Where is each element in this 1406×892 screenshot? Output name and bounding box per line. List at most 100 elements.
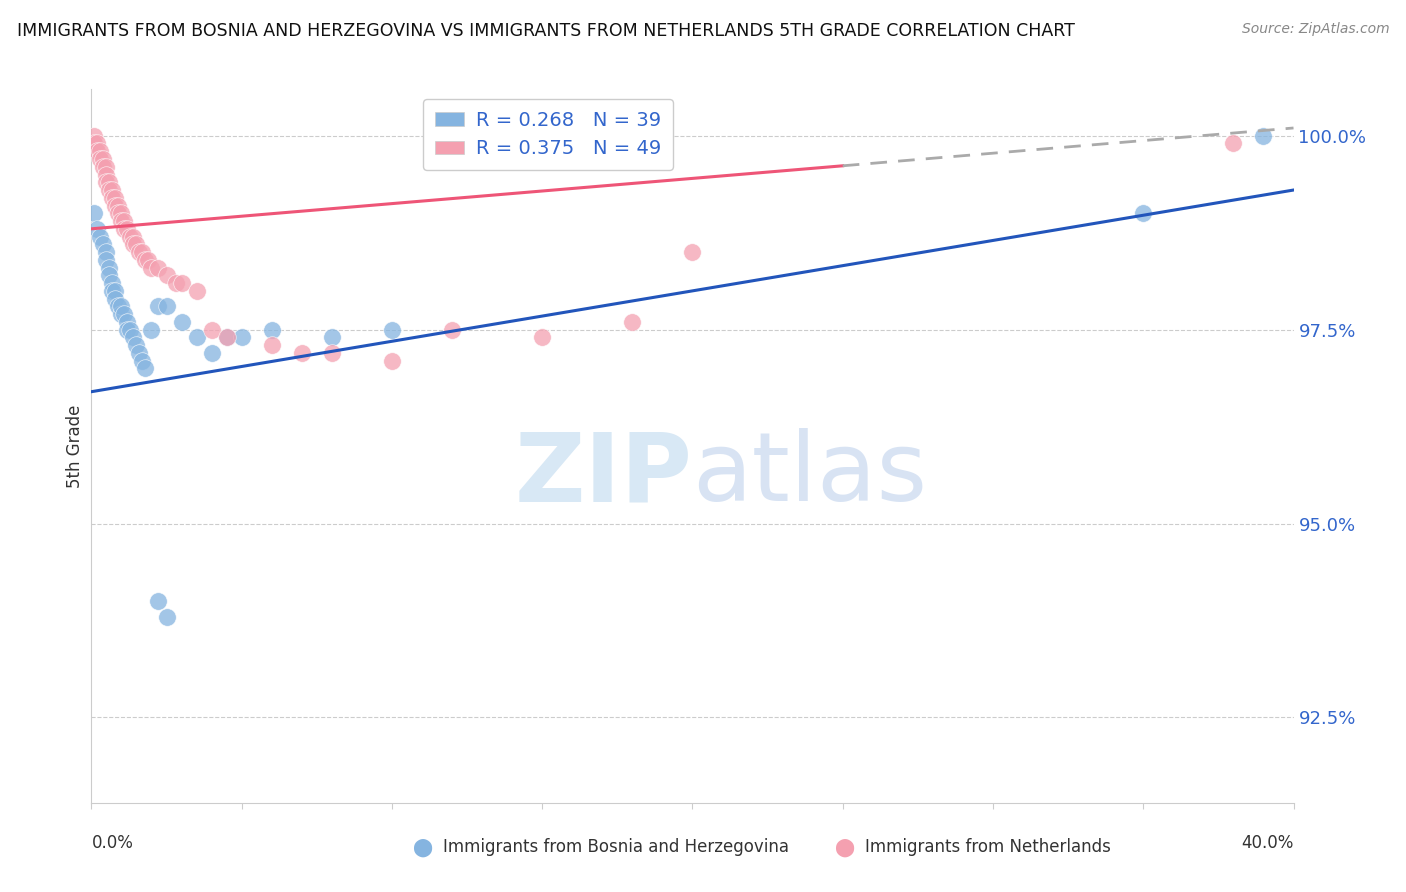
- Point: [98, 268, 121, 283]
- Point: [125, 338, 148, 352]
- Point: [114, 222, 136, 236]
- Point: [98, 175, 121, 189]
- Point: [114, 214, 136, 228]
- Point: [134, 361, 156, 376]
- Point: [101, 276, 124, 290]
- Text: Immigrants from Netherlands: Immigrants from Netherlands: [865, 838, 1111, 856]
- Point: [146, 299, 169, 313]
- Point: [231, 330, 253, 344]
- Point: [104, 198, 127, 212]
- Point: [117, 222, 139, 236]
- Text: 40.0%: 40.0%: [1241, 834, 1294, 852]
- Legend: R = 0.268   N = 39, R = 0.375   N = 49: R = 0.268 N = 39, R = 0.375 N = 49: [423, 99, 673, 170]
- Point: [120, 323, 142, 337]
- Text: atlas: atlas: [692, 428, 928, 521]
- Point: [89, 229, 111, 244]
- Point: [260, 323, 283, 337]
- Text: Immigrants from Bosnia and Herzegovina: Immigrants from Bosnia and Herzegovina: [443, 838, 789, 856]
- Point: [122, 229, 145, 244]
- Point: [96, 175, 118, 189]
- Point: [86, 136, 108, 151]
- Point: [122, 237, 145, 252]
- Point: [122, 330, 145, 344]
- Point: [131, 245, 153, 260]
- Point: [146, 260, 169, 275]
- Point: [155, 609, 177, 624]
- Point: [86, 145, 108, 159]
- Point: [215, 330, 238, 344]
- Point: [96, 160, 118, 174]
- Point: [128, 245, 150, 260]
- Point: [215, 330, 238, 344]
- Point: [381, 323, 404, 337]
- Point: [531, 330, 554, 344]
- Point: [201, 346, 224, 360]
- Point: [186, 284, 208, 298]
- Point: [107, 198, 129, 212]
- Point: [83, 128, 105, 143]
- Point: [89, 152, 111, 166]
- Point: [104, 191, 127, 205]
- Text: ZIP: ZIP: [515, 428, 692, 521]
- Point: [101, 284, 124, 298]
- Point: [170, 315, 193, 329]
- Point: [1253, 128, 1275, 143]
- Point: [93, 160, 115, 174]
- Point: [83, 136, 105, 151]
- Point: [291, 346, 314, 360]
- Point: [146, 594, 169, 608]
- Text: IMMIGRANTS FROM BOSNIA AND HERZEGOVINA VS IMMIGRANTS FROM NETHERLANDS 5TH GRADE : IMMIGRANTS FROM BOSNIA AND HERZEGOVINA V…: [17, 22, 1074, 40]
- Point: [155, 299, 177, 313]
- Point: [321, 330, 343, 344]
- Point: [125, 237, 148, 252]
- Point: [83, 206, 105, 220]
- Point: [107, 206, 129, 220]
- Point: [96, 252, 118, 267]
- Point: [117, 323, 139, 337]
- Point: [440, 323, 463, 337]
- Point: [141, 323, 163, 337]
- Point: [114, 307, 136, 321]
- Point: [110, 299, 132, 313]
- Point: [621, 315, 644, 329]
- Point: [117, 315, 139, 329]
- Point: [110, 307, 132, 321]
- Text: Source: ZipAtlas.com: Source: ZipAtlas.com: [1241, 22, 1389, 37]
- Point: [110, 214, 132, 228]
- Point: [186, 330, 208, 344]
- Point: [104, 292, 127, 306]
- Text: 0.0%: 0.0%: [91, 834, 134, 852]
- Text: ⬤: ⬤: [834, 838, 853, 856]
- Text: ⬤: ⬤: [412, 838, 432, 856]
- Point: [96, 168, 118, 182]
- Point: [110, 206, 132, 220]
- Point: [681, 245, 703, 260]
- Point: [201, 323, 224, 337]
- Point: [101, 191, 124, 205]
- Point: [104, 284, 127, 298]
- Point: [381, 353, 404, 368]
- Point: [1132, 206, 1154, 220]
- Point: [107, 299, 129, 313]
- Point: [93, 152, 115, 166]
- Point: [134, 252, 156, 267]
- Point: [155, 268, 177, 283]
- Point: [138, 252, 160, 267]
- Point: [1222, 136, 1244, 151]
- Point: [89, 145, 111, 159]
- Point: [86, 222, 108, 236]
- Point: [101, 183, 124, 197]
- Point: [321, 346, 343, 360]
- Point: [165, 276, 187, 290]
- Point: [98, 260, 121, 275]
- Point: [141, 260, 163, 275]
- Point: [131, 353, 153, 368]
- Point: [96, 245, 118, 260]
- Point: [260, 338, 283, 352]
- Point: [170, 276, 193, 290]
- Y-axis label: 5th Grade: 5th Grade: [66, 404, 84, 488]
- Point: [93, 237, 115, 252]
- Point: [120, 229, 142, 244]
- Point: [128, 346, 150, 360]
- Point: [98, 183, 121, 197]
